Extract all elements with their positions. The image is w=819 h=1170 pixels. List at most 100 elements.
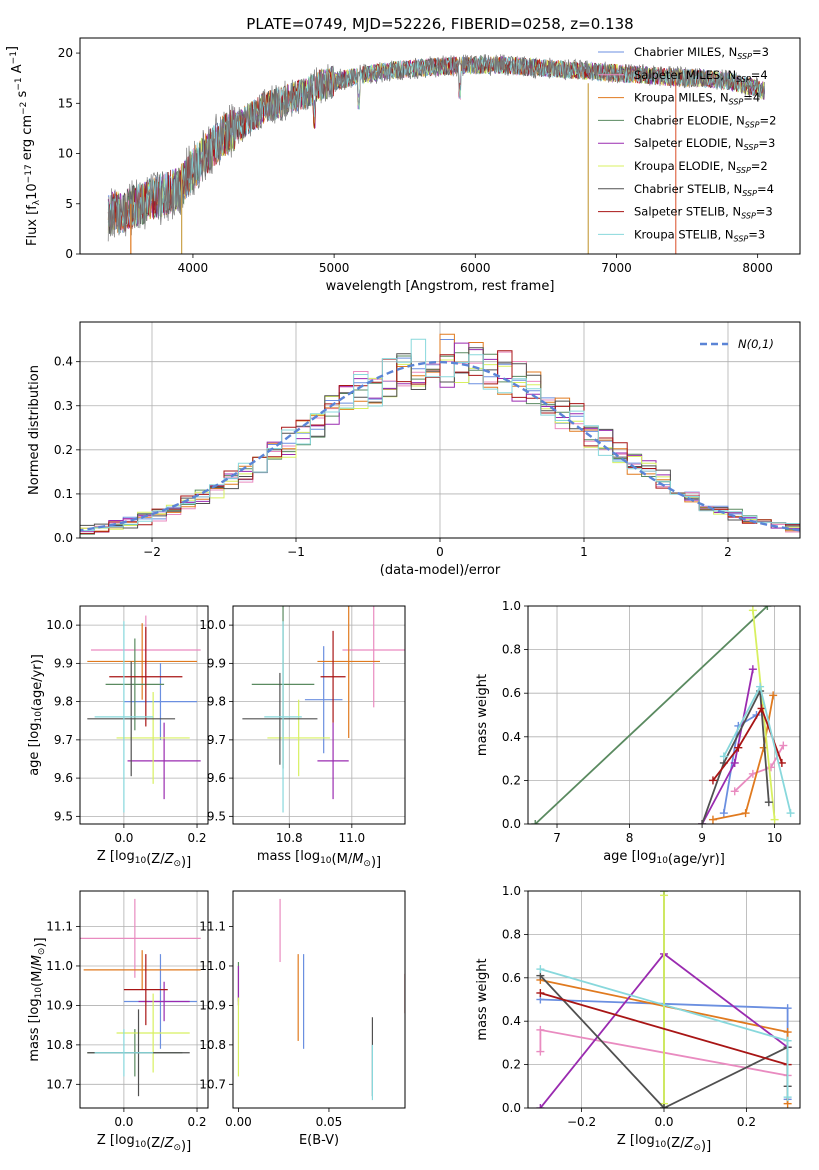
x-tick-label: 9 xyxy=(698,831,706,845)
x-axis-label: Z [log10(Z/Z⊙)] xyxy=(97,849,191,870)
plot-area xyxy=(87,615,201,813)
y-tick-label: 0.6 xyxy=(502,971,521,985)
y-tick-label: 15 xyxy=(58,96,73,110)
y-tick-label: 0 xyxy=(65,247,73,261)
x-tick-label: 0.2 xyxy=(737,1115,756,1129)
weight-marker xyxy=(783,1093,792,1102)
legend-entry: Salpeter STELIB, NSSP=3 xyxy=(634,205,773,221)
weight-marker xyxy=(734,743,743,752)
y-tick-label: 10.8 xyxy=(199,1038,226,1052)
weight-marker xyxy=(786,809,795,818)
weight-marker xyxy=(536,1104,545,1108)
x-tick-label: 7000 xyxy=(601,261,632,275)
x-axis-label: E(B-V) xyxy=(299,1133,339,1148)
x-tick-label: −1 xyxy=(287,545,305,559)
errorbar-point xyxy=(116,692,190,784)
plot-area xyxy=(107,54,766,254)
legend-entry: Salpeter MILES, NSSP=4 xyxy=(634,68,768,84)
weight-marker xyxy=(764,798,773,807)
errorbar-point xyxy=(116,993,190,1073)
errorbar-point xyxy=(317,606,380,738)
errorbar-point xyxy=(109,627,183,727)
axes-frame xyxy=(79,37,801,255)
y-tick-label: 0.8 xyxy=(502,927,521,941)
y-axis-label: mass weight xyxy=(475,958,490,1040)
axes-frame xyxy=(79,890,209,1109)
weight-marker xyxy=(698,820,707,824)
weight-marker xyxy=(708,776,717,785)
y-tick-label: 10.7 xyxy=(199,1077,226,1091)
weight-line xyxy=(534,606,769,824)
plot-area xyxy=(531,606,795,824)
panel-7: 0.00 0.05 10.7 10.8 10.9 11.0 11.1 E(B-V) xyxy=(199,890,406,1148)
y-tick-label: 0.0 xyxy=(502,817,521,831)
y-tick-label: 9.6 xyxy=(54,771,73,785)
x-tick-label: 10 xyxy=(767,831,782,845)
chart-title: PLATE=0749, MJD=52226, FIBERID=0258, z=0… xyxy=(246,15,633,33)
x-tick-label: −2 xyxy=(143,545,161,559)
panel-4: 10.8 11.0 9.5 9.6 9.7 9.8 9.9 10.0 mass [log10(M… xyxy=(199,605,406,870)
weight-marker xyxy=(708,815,717,824)
y-tick-label: 9.8 xyxy=(207,695,226,709)
legend-entry: Kroupa ELODIE, NSSP=2 xyxy=(634,159,768,175)
weight-marker xyxy=(763,606,772,610)
x-tick-label: 8 xyxy=(626,831,634,845)
y-tick-label: 9.8 xyxy=(54,695,73,709)
y-tick-label: 1.0 xyxy=(502,884,521,898)
weight-marker xyxy=(783,1036,792,1045)
x-axis-label: Z [log10(Z/Z⊙)] xyxy=(97,1133,191,1154)
weight-marker xyxy=(741,809,750,818)
y-tick-label: 9.9 xyxy=(207,656,226,670)
weight-marker xyxy=(531,820,540,824)
x-tick-label: 7 xyxy=(553,831,561,845)
weight-marker xyxy=(660,891,668,900)
y-tick-label: 0.4 xyxy=(502,730,521,744)
y-tick-label: 0.4 xyxy=(502,1014,521,1028)
errorbar-point xyxy=(320,630,346,723)
x-tick-label: 0.00 xyxy=(225,1115,252,1129)
errorbar-point xyxy=(264,621,302,813)
legend-entry: Kroupa MILES, NSSP=4 xyxy=(634,91,760,107)
y-tick-label: 0.2 xyxy=(54,443,73,457)
x-tick-label: 0.0 xyxy=(114,831,133,845)
x-tick-label: 4000 xyxy=(178,261,209,275)
legend-entry: Salpeter ELODIE, NSSP=3 xyxy=(634,136,775,152)
panel-1: 4000 5000 6000 7000 8000 0 5 10 15 20 wavelength [… xyxy=(5,15,801,294)
y-tick-label: 11.1 xyxy=(199,920,226,934)
y-tick-label: 10.8 xyxy=(46,1038,73,1052)
weight-marker xyxy=(730,787,739,796)
y-tick-label: 10.9 xyxy=(46,998,73,1012)
weight-marker xyxy=(748,665,757,674)
x-tick-label: 5000 xyxy=(319,261,350,275)
x-tick-label: 0.05 xyxy=(316,1115,343,1129)
y-tick-label: 10.9 xyxy=(199,998,226,1012)
legend-entry: Chabrier STELIB, NSSP=4 xyxy=(634,182,774,198)
legend: N(0,1) xyxy=(700,337,774,351)
errorbar-point xyxy=(94,1029,154,1077)
plot-area xyxy=(242,606,405,813)
y-axis-label: Normed distribution xyxy=(27,365,42,495)
errorbar-point xyxy=(317,722,349,800)
weight-marker xyxy=(536,1025,545,1034)
weight-marker xyxy=(748,769,757,778)
x-tick-label: 0.2 xyxy=(187,1115,206,1129)
x-tick-label: −0.2 xyxy=(567,1115,596,1129)
y-tick-label: 0.6 xyxy=(502,686,521,700)
y-tick-label: 0.8 xyxy=(502,643,521,657)
x-tick-label: 2 xyxy=(724,545,732,559)
x-axis-label: (data-model)/error xyxy=(380,563,501,578)
x-axis-label: Z [log10(Z/Z⊙)] xyxy=(617,1133,711,1154)
y-tick-label: 0.0 xyxy=(502,1101,521,1115)
plot-area xyxy=(237,898,405,1101)
weight-marker xyxy=(757,704,766,713)
errorbar-point xyxy=(123,663,198,740)
panel-5: 7 8 9 10 0.0 0.2 0.4 0.6 0.8 1.0 age [log10(age/yr… xyxy=(475,599,801,867)
weight-line xyxy=(540,992,788,1066)
errorbar-point xyxy=(94,621,154,813)
weight-marker xyxy=(719,809,728,818)
weight-marker xyxy=(756,682,765,691)
y-axis-label: Flux [fλ10−17 erg cm−2 s−1 A−1] xyxy=(5,46,42,246)
axes-frame xyxy=(79,605,209,825)
y-tick-label: 10 xyxy=(58,147,73,161)
y-tick-label: 20 xyxy=(58,46,73,60)
